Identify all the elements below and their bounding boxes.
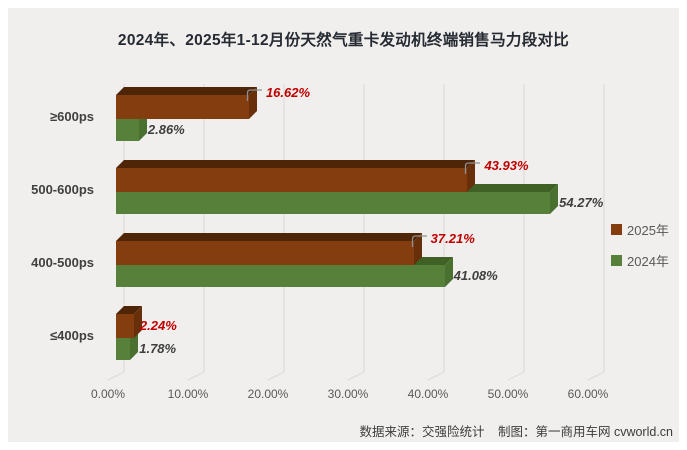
footer-credit: 制图：第一商用车网 cvworld.cn [497, 425, 673, 439]
gridline [587, 84, 605, 381]
leader-line [465, 162, 481, 174]
value-label-2025: 37.21% [430, 231, 475, 246]
legend-item: 2025年 [611, 220, 677, 239]
x-axis-tick: 60.00% [567, 387, 609, 401]
footer: 数据来源：交强险统计 制图：第一商用车网 cvworld.cn [8, 421, 673, 440]
category-label: 500-600ps [31, 182, 94, 197]
value-label-2024: 54.27% [559, 195, 604, 210]
category-label: 400-500ps [31, 255, 94, 270]
gridline [507, 84, 525, 381]
bar-2024-0 [116, 111, 147, 141]
bar-2024-1-face [116, 192, 551, 214]
bar-2024-3 [116, 330, 139, 360]
gridlines [107, 84, 605, 381]
bar-2025-2-topface [116, 233, 422, 241]
value-label-2024: 41.08% [453, 268, 498, 283]
bar-2025-3 [116, 306, 142, 338]
legend: 2025年 2024年 [611, 220, 677, 270]
legend-swatch [611, 224, 622, 235]
bar-2024-1 [116, 184, 559, 214]
x-axis-tick: 10.00% [167, 387, 209, 401]
footer-source: 数据来源：交强险统计 [359, 425, 485, 439]
value-label-2025: 16.62% [265, 85, 311, 100]
category-label: ≤400ps [50, 328, 94, 343]
bar-2024-2 [116, 257, 453, 287]
bar-2025-0 [116, 87, 257, 119]
category-label: ≥600ps [50, 109, 94, 124]
legend-item: 2024年 [611, 251, 677, 270]
value-label-2024: 2.86% [147, 122, 185, 137]
value-label-2025: 2.24% [139, 318, 177, 333]
gridline [267, 84, 285, 381]
chart-canvas: 2024年、2025年1-12月份天然气重卡发动机终端销售马力段对比 ≥600p… [8, 8, 679, 442]
leader-line-path [411, 235, 427, 247]
leader-line [411, 235, 427, 247]
leader-line-path [465, 162, 481, 174]
legend-swatch [611, 255, 622, 266]
x-axis-tick: 50.00% [487, 387, 529, 401]
bar-2025-1-topface [116, 160, 476, 168]
x-axis-tick: 40.00% [407, 387, 449, 401]
bar-2025-1-face [116, 168, 468, 192]
bar-2024-3-face [116, 338, 131, 360]
chart-title: 2024年、2025年1-12月份天然气重卡发动机终端销售马力段对比 [117, 32, 570, 49]
plot-area: ≥600ps 16.62% 2.86% 500-600ps 43.93% 54.27% 40… [8, 8, 679, 442]
bar-2025-0-topface [116, 87, 257, 95]
x-axis-tick: 0.00% [90, 387, 126, 401]
value-label-2024: 1.78% [139, 341, 177, 356]
gridline [187, 84, 205, 381]
bar-2025-2-face [116, 241, 414, 265]
bar-2024-2-face [116, 265, 445, 287]
x-axis-tick: 30.00% [327, 387, 369, 401]
bar-2025-2 [116, 233, 422, 265]
gridline [347, 84, 365, 381]
value-label-2025: 43.93% [484, 158, 529, 173]
bar-2024-0-face [116, 119, 139, 141]
x-axis-tick: 20.00% [247, 387, 289, 401]
leader-line-path [246, 89, 262, 101]
legend-label: 2025年 [627, 223, 669, 238]
bar-2025-3-face [116, 314, 134, 338]
bar-2025-0-face [116, 95, 249, 119]
leader-line [246, 89, 262, 101]
legend-label: 2024年 [627, 254, 669, 269]
bar-2025-1 [116, 160, 476, 192]
